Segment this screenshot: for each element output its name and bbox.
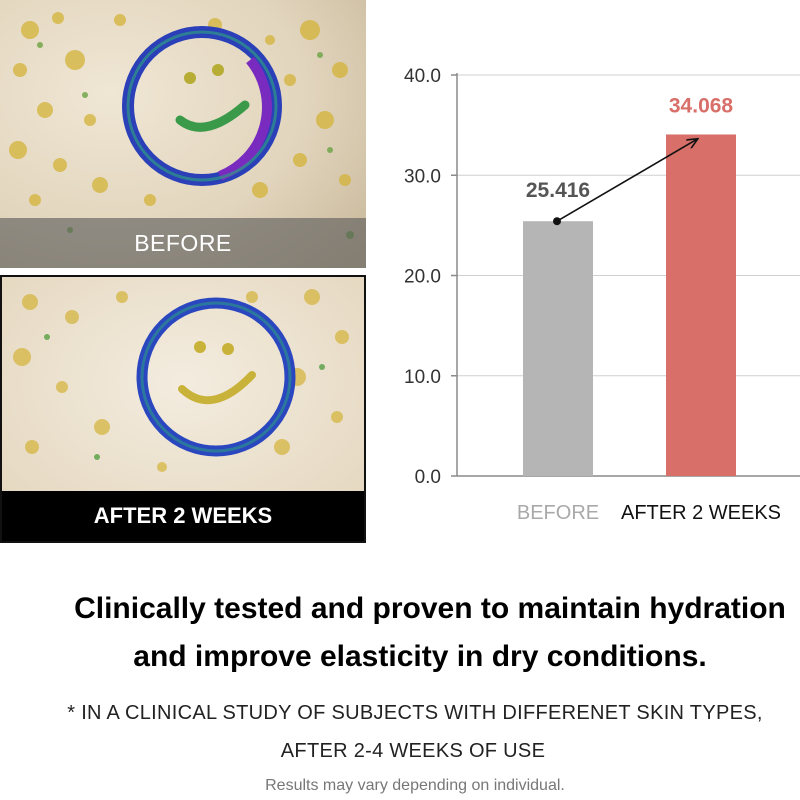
- before-caption: BEFORE: [0, 218, 366, 268]
- value-label: 34.068: [669, 94, 734, 117]
- chart-arrow-annotation: [553, 139, 697, 226]
- chart-value-labels: 25.416 34.068: [526, 94, 734, 202]
- headline-line-1: Clinically tested and proven to maintain…: [74, 592, 786, 625]
- headline-line-2: and improve elasticity in dry conditions…: [133, 640, 707, 673]
- after-photo: AFTER 2 WEEKS: [0, 275, 366, 543]
- before-photo: BEFORE: [0, 0, 366, 268]
- chart-y-tick-labels: 0.0 10.0 20.0 30.0 40.0: [404, 66, 441, 488]
- chart-category-labels: BEFORE AFTER 2 WEEKS: [517, 502, 781, 524]
- footnote-line-1: * IN A CLINICAL STUDY OF SUBJECTS WITH D…: [67, 702, 763, 724]
- chart-bars: [523, 134, 736, 476]
- after-caption: AFTER 2 WEEKS: [2, 491, 364, 541]
- footnote-line-2: AFTER 2-4 WEEKS OF USE: [280, 740, 546, 762]
- value-label: 25.416: [526, 179, 590, 202]
- chart-gridlines: [451, 73, 800, 477]
- results-disclaimer: Results may vary depending on individual…: [265, 777, 565, 794]
- y-tick-label: 40.0: [404, 66, 441, 87]
- y-tick-label: 10.0: [404, 367, 441, 388]
- bar-after: [666, 134, 736, 476]
- hydration-bar-chart: 0.0 10.0 20.0 30.0 40.0 25.416 34.068 BEFORE A…: [404, 66, 800, 524]
- category-label: AFTER 2 WEEKS: [621, 502, 781, 524]
- y-tick-label: 20.0: [404, 267, 441, 288]
- increase-arrow: [556, 139, 697, 222]
- y-tick-label: 30.0: [404, 166, 441, 187]
- bar-before: [523, 221, 593, 476]
- y-tick-label: 0.0: [415, 467, 441, 488]
- category-label: BEFORE: [517, 502, 599, 524]
